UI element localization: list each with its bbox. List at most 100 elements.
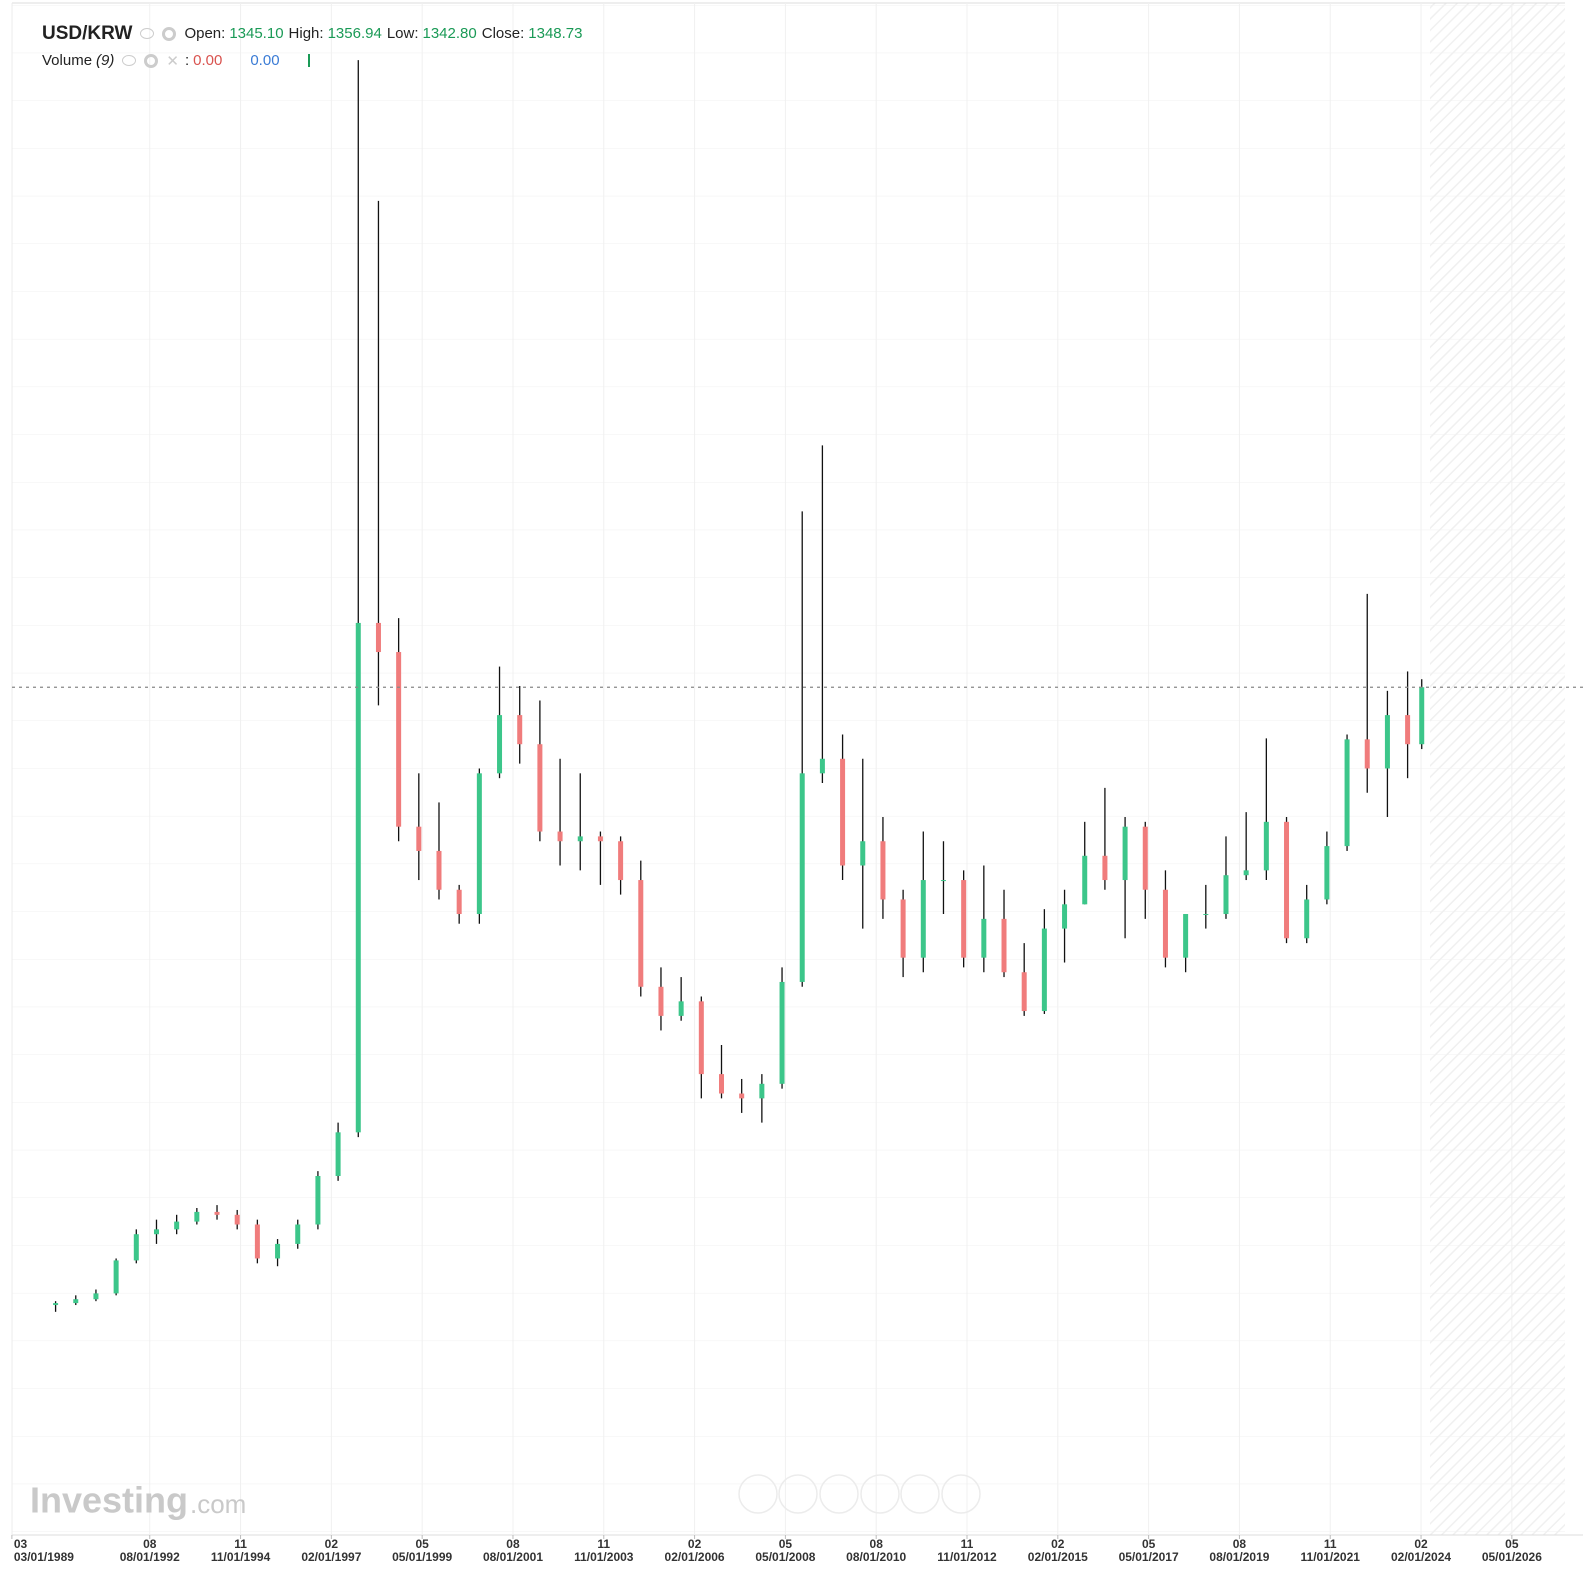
reset-button[interactable]: [900, 1474, 940, 1514]
open-label: Open:: [184, 25, 226, 42]
volume-row: Volume (9) ✕ : 0.00 0.00: [42, 47, 588, 74]
candle-body: [295, 1224, 301, 1244]
logo-suffix: .com: [190, 1489, 246, 1519]
candle-body: [1304, 899, 1310, 939]
candle-body: [73, 1299, 79, 1304]
x-tick-month: 11: [234, 1537, 247, 1551]
candle-body: [920, 880, 926, 958]
price-row: USD/KRW Open: 1345.10 High: 1356.94 Low: 13…: [42, 20, 588, 47]
x-tick-label: 02/01/2024: [1391, 1550, 1451, 1564]
candle-body: [53, 1303, 59, 1306]
candle-body: [1203, 914, 1209, 916]
x-tick-month: 03: [14, 1537, 28, 1551]
x-tick-label: 08/01/1992: [120, 1550, 180, 1564]
logo-main: Investing: [30, 1480, 188, 1521]
x-tick-label: 05/01/2026: [1482, 1550, 1542, 1564]
low-value: 1342.80: [422, 25, 477, 42]
x-tick-label: 03/01/1989: [14, 1550, 74, 1564]
candle-body: [476, 773, 482, 915]
candle-body: [214, 1211, 220, 1215]
candle-body: [1324, 846, 1330, 900]
scroll-left-button[interactable]: [738, 1474, 778, 1514]
candle-body: [1162, 889, 1168, 958]
low-label: Low:: [386, 25, 419, 42]
volume-period: (9): [96, 52, 115, 69]
volume-label: Volume: [42, 52, 93, 69]
zoom-out-button[interactable]: [819, 1474, 859, 1514]
candle-body: [577, 836, 583, 842]
close-icon[interactable]: ✕: [166, 52, 179, 70]
candle-body: [739, 1093, 745, 1099]
candle-body: [779, 981, 785, 1084]
candle-body: [900, 899, 906, 958]
close-value: 1348.73: [528, 25, 583, 42]
x-tick-month: 02: [325, 1537, 339, 1551]
candle-body: [860, 841, 866, 866]
candle-body: [799, 773, 805, 982]
settings-icon[interactable]: [162, 26, 177, 41]
open-value: 1345.10: [229, 25, 284, 42]
volume-sep: :: [184, 52, 190, 69]
candle-body: [678, 1001, 684, 1016]
candle-body: [1284, 821, 1290, 939]
x-tick-month: 08: [870, 1537, 884, 1551]
x-tick-label: 08/01/2019: [1209, 1550, 1269, 1564]
candle-body: [1183, 914, 1189, 958]
x-tick-label: 05/01/1999: [392, 1550, 452, 1564]
candle-body: [1122, 826, 1128, 881]
candle-body: [1082, 855, 1088, 905]
future-area: [1430, 3, 1565, 1535]
candle-body: [113, 1260, 119, 1294]
candle-body: [840, 758, 846, 866]
x-tick-label: 11/01/2021: [1301, 1550, 1361, 1564]
candle-body: [819, 758, 825, 774]
candle-body: [638, 880, 644, 987]
candle-body: [759, 1083, 765, 1099]
candle-body: [1419, 687, 1425, 745]
candle-body: [880, 841, 886, 900]
x-tick-label: 05/01/2017: [1119, 1550, 1179, 1564]
visibility-icon[interactable]: [122, 55, 137, 66]
candle-body: [940, 880, 946, 882]
x-tick-month: 05: [1142, 1537, 1156, 1551]
x-tick-month: 11: [961, 1537, 974, 1551]
x-tick-label: 05/01/2008: [755, 1550, 815, 1564]
candle-body: [719, 1074, 725, 1094]
candle-body: [1405, 715, 1411, 745]
x-tick-label: 08/01/2001: [483, 1550, 543, 1564]
scroll-right-button[interactable]: [941, 1474, 981, 1514]
candle-body: [1102, 855, 1108, 881]
nav-buttons: [738, 1474, 981, 1514]
candle-body: [658, 986, 664, 1016]
x-tick-label: 02/01/1997: [301, 1550, 361, 1564]
zoom-range-button[interactable]: [860, 1474, 900, 1514]
candle-body: [174, 1221, 180, 1230]
candle-body: [1243, 870, 1249, 876]
horizontal-grid: [12, 3, 1565, 1535]
x-tick-month: 05: [1505, 1537, 1519, 1551]
x-tick-label: 11/01/2012: [937, 1550, 997, 1564]
candle-body: [254, 1224, 260, 1259]
candle-body: [416, 826, 422, 851]
candle-body: [1142, 826, 1148, 890]
x-tick-month: 05: [415, 1537, 429, 1551]
candle-body: [1062, 904, 1068, 929]
visibility-icon[interactable]: [140, 28, 155, 39]
candle-body: [557, 831, 563, 842]
zoom-in-button[interactable]: [778, 1474, 818, 1514]
close-label: Close:: [481, 25, 525, 42]
candle-body: [1223, 875, 1229, 915]
candle-body: [1001, 918, 1007, 973]
settings-icon[interactable]: [144, 53, 159, 68]
symbol: USD/KRW: [42, 22, 133, 44]
legend-header: USD/KRW Open: 1345.10 High: 1356.94 Low: 13…: [42, 20, 588, 74]
candle-body: [436, 850, 442, 890]
candle-body: [618, 841, 624, 881]
candle-body: [1364, 739, 1370, 769]
x-tick-month: 11: [1324, 1537, 1337, 1551]
candle-body: [1263, 821, 1269, 871]
candle-body: [275, 1243, 281, 1259]
x-tick-month: 02: [1051, 1537, 1065, 1551]
